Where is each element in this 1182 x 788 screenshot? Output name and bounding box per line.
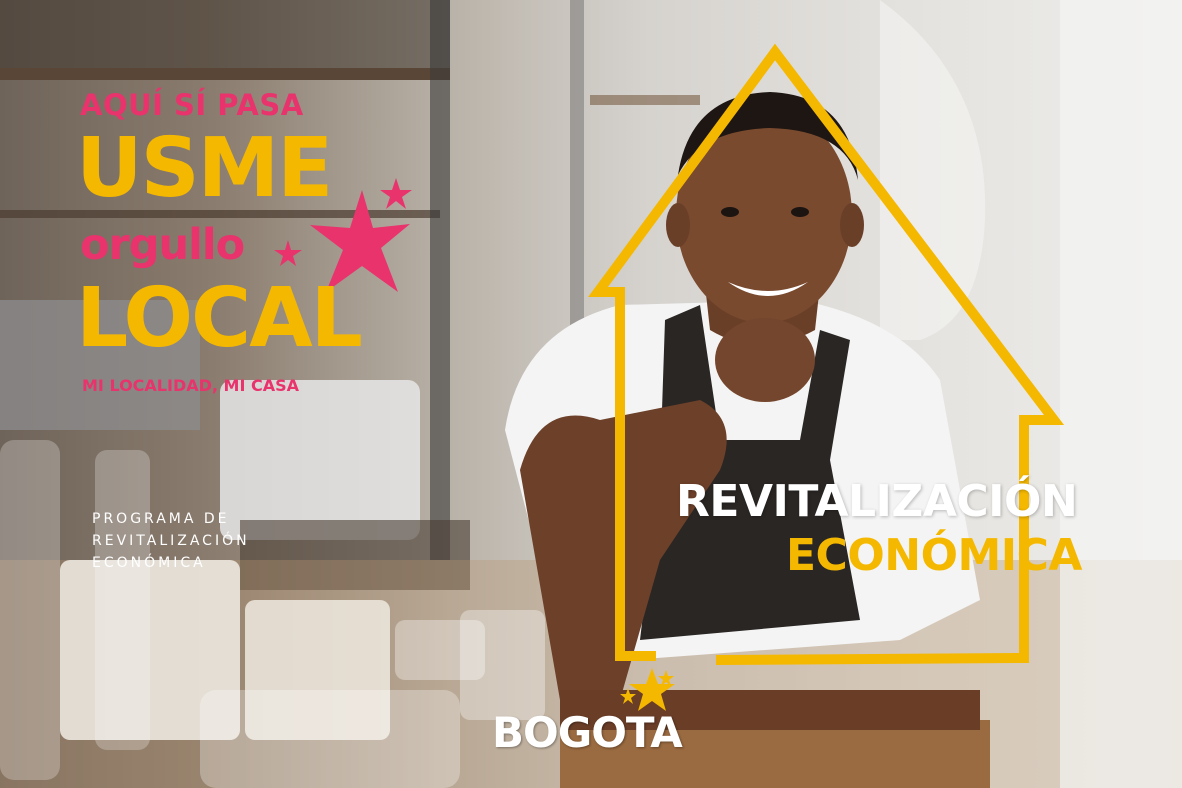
slogan: MI LOCALIDAD, MI CASA	[82, 376, 300, 395]
title-line-2: ECONÓMICA	[786, 530, 1082, 581]
headline-local: LOCAL	[76, 271, 363, 366]
program-line: REVITALIZACIÓN	[92, 533, 250, 549]
title-line-1: REVITALIZACIÓN	[676, 476, 1078, 527]
headline-usme: USME	[76, 121, 333, 216]
program-line: ECONÓMICA	[92, 555, 206, 571]
bogota-logo: BOGOTA	[492, 708, 683, 757]
tagline: AQUÍ SÍ PASA	[80, 88, 304, 122]
headline-orgullo: orgullo	[80, 220, 245, 270]
program-line: PROGRAMA DE	[92, 511, 230, 527]
program-label: PROGRAMA DE REVITALIZACIÓN ECONÓMICA	[92, 508, 250, 574]
